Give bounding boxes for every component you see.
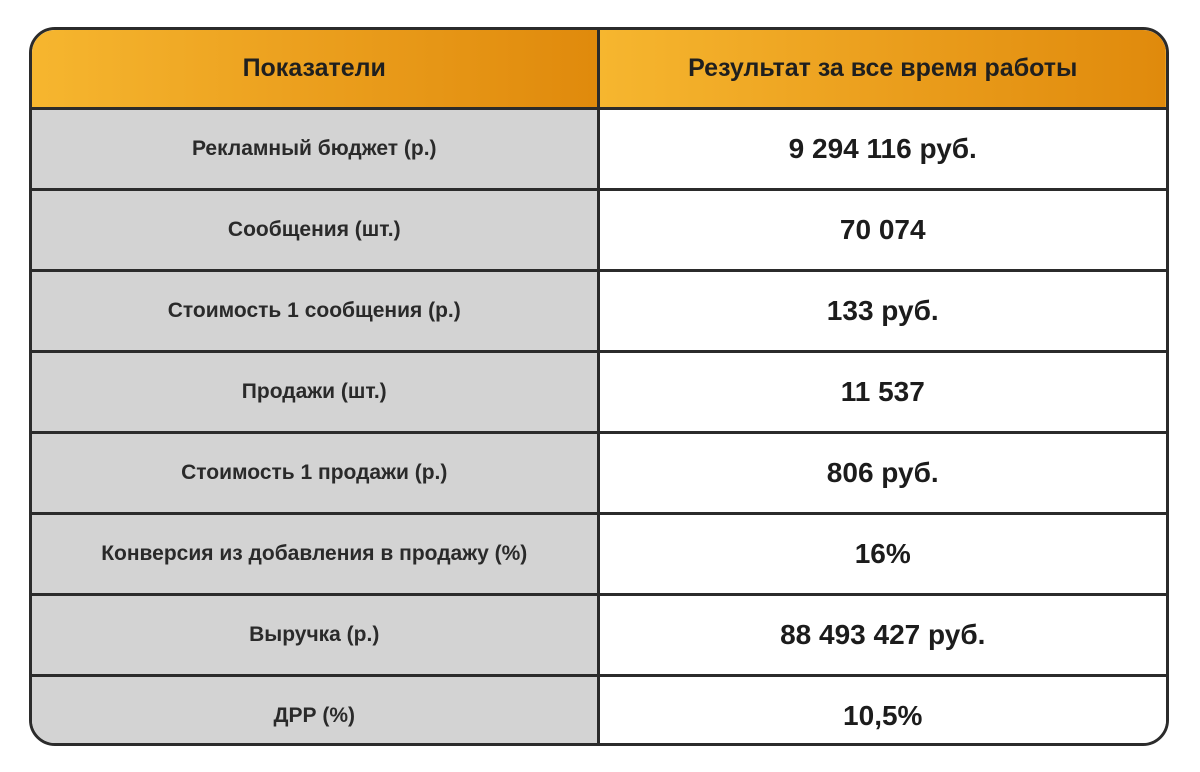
row-value: 133 руб.	[596, 268, 1166, 351]
table-row: Рекламный бюджет (р.) 9 294 116 руб.	[32, 108, 1166, 189]
results-table-container: Показатели Результат за все время работы…	[29, 27, 1169, 746]
row-label: Рекламный бюджет (р.)	[32, 108, 598, 189]
row-label: Стоимость 1 продажи (р.)	[32, 430, 598, 513]
table-row: Выручка (р.) 88 493 427 руб.	[32, 592, 1166, 675]
table-row: ДРР (%) 10,5%	[32, 673, 1166, 743]
row-label: Продажи (шт.)	[32, 349, 598, 432]
row-value: 9 294 116 руб.	[596, 108, 1166, 189]
header-indicators: Показатели	[32, 30, 598, 110]
row-value: 11 537	[596, 349, 1166, 432]
row-label: ДРР (%)	[32, 673, 598, 743]
row-value: 10,5%	[596, 673, 1166, 743]
table-row: Конверсия из добавления в продажу (%) 16…	[32, 511, 1166, 594]
row-value: 88 493 427 руб.	[596, 592, 1166, 675]
row-value: 70 074	[596, 187, 1166, 270]
row-value: 806 руб.	[596, 430, 1166, 513]
row-value: 16%	[596, 511, 1166, 594]
row-label: Сообщения (шт.)	[32, 187, 598, 270]
row-label: Выручка (р.)	[32, 592, 598, 675]
results-table: Показатели Результат за все время работы…	[32, 30, 1166, 743]
row-label: Конверсия из добавления в продажу (%)	[32, 511, 598, 594]
header-results: Результат за все время работы	[596, 30, 1166, 110]
table-row: Продажи (шт.) 11 537	[32, 349, 1166, 432]
table-row: Сообщения (шт.) 70 074	[32, 187, 1166, 270]
table-header-row: Показатели Результат за все время работы	[32, 30, 1166, 110]
table-row: Стоимость 1 продажи (р.) 806 руб.	[32, 430, 1166, 513]
row-label: Стоимость 1 сообщения (р.)	[32, 268, 598, 351]
table-row: Стоимость 1 сообщения (р.) 133 руб.	[32, 268, 1166, 351]
